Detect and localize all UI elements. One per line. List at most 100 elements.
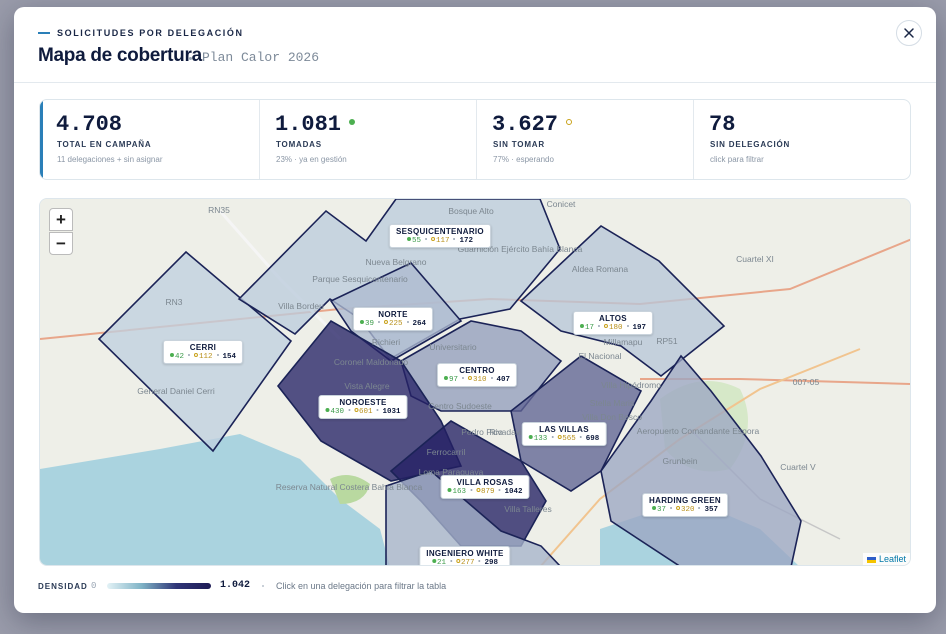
separator <box>377 321 380 324</box>
place-label: Parque Sesquicentenario <box>312 274 408 284</box>
separator <box>347 409 350 412</box>
delegation-area[interactable] <box>519 225 726 378</box>
stats-row: 4.708 TOTAL EN CAMPAÑA 11 delegaciones + s… <box>39 99 911 180</box>
zoom-in[interactable]: + <box>49 208 73 231</box>
delegation-label[interactable]: NORTE 39 225 264 <box>352 307 434 331</box>
title: Mapa de cobertura <box>38 45 202 66</box>
stat-note: 77% · esperando <box>493 155 554 164</box>
total-count: 407 <box>496 376 511 384</box>
taken-icon <box>325 408 330 413</box>
delegation-name: ALTOS <box>599 314 627 323</box>
stat-value-text: 3.627 <box>492 112 559 137</box>
delegation-label[interactable]: CERRI 42 112 154 <box>162 340 244 364</box>
stat-value: 4.708 <box>56 112 122 137</box>
place-label: Universitario <box>429 342 477 352</box>
place-label: RP51 <box>656 336 678 346</box>
total-count: 154 <box>222 353 237 361</box>
place-label: RN3 <box>165 297 183 307</box>
pending-count: 320 <box>680 506 695 514</box>
place-label: Ferrocarril <box>426 447 466 457</box>
taken-count: 55 <box>411 237 421 245</box>
total-count: 698 <box>585 435 600 443</box>
stat-note: click para filtrar <box>710 155 764 164</box>
taken-icon <box>431 559 436 564</box>
status-dot <box>566 119 573 126</box>
delegation-counts: 39 225 264 <box>359 320 427 328</box>
taken-icon <box>528 435 533 440</box>
taken-count: 17 <box>584 324 594 332</box>
delegation-area[interactable] <box>385 470 561 566</box>
delegation-name: CENTRO <box>459 366 495 375</box>
stat-value-text: 4.708 <box>56 112 123 137</box>
taken-icon <box>579 324 584 329</box>
stat-note: 23% · ya en gestión <box>276 155 347 164</box>
separator <box>461 377 464 380</box>
taken-icon <box>359 320 364 325</box>
total-count: 264 <box>412 320 427 328</box>
accent-bar <box>38 32 50 34</box>
overline: SOLICITUDES POR DELEGACIÓN <box>57 28 244 38</box>
separator <box>189 57 192 60</box>
separator <box>698 507 701 510</box>
delegation-label[interactable]: LAS VILLAS 133 565 698 <box>521 422 607 446</box>
legend-gradient <box>107 583 211 589</box>
stat-card: 3.627 SIN TOMAR 77% · esperando <box>477 100 694 179</box>
delegation-label[interactable]: ALTOS 17 180 197 <box>572 311 654 335</box>
stat-card[interactable]: 78 SIN DELEGACIÓN click para filtrar <box>694 100 910 179</box>
stat-note: 11 delegaciones + sin asignar <box>57 155 163 164</box>
map[interactable]: + − Leaflet RN35 RN3 RP51 007-05 Cuartel XI C… <box>39 198 911 566</box>
taken-count: 133 <box>533 435 548 443</box>
separator <box>597 325 600 328</box>
delegation-label[interactable]: NOROESTE 430 601 1031 <box>318 395 408 419</box>
place-label: Millamapu <box>603 337 643 347</box>
delegation-counts: 97 310 407 <box>443 376 511 384</box>
pending-icon <box>383 320 388 325</box>
legend-min: 0 <box>91 581 97 591</box>
place-label: Nueva Belgrano <box>365 257 427 267</box>
stat-value: 3.627 <box>492 112 573 137</box>
taken-count: 42 <box>174 353 184 361</box>
pending-count: 225 <box>388 320 403 328</box>
delegation-label[interactable]: HARDING GREEN 37 320 357 <box>642 493 728 517</box>
place-label: Vista Alegre <box>344 381 390 391</box>
delegation-label[interactable]: SESQUICENTENARIO 55 117 172 <box>389 224 491 248</box>
taken-icon <box>406 237 411 242</box>
separator <box>490 377 493 380</box>
place-label: Centro Sudoeste <box>428 401 492 411</box>
taken-icon <box>651 506 656 511</box>
delegation-name: NORTE <box>378 310 408 319</box>
stat-label: TOMADAS <box>276 140 322 149</box>
stat-value: 1.081 <box>275 112 356 137</box>
attribution[interactable]: Leaflet <box>862 553 910 565</box>
separator <box>187 354 190 357</box>
delegation-counts: 163 879 1042 <box>447 488 523 496</box>
pending-count: 112 <box>198 353 213 361</box>
place-label: Coronel Maldonado <box>333 357 409 367</box>
place-label: Pedro Pico <box>461 427 503 437</box>
place-label: El Nacional <box>578 351 622 361</box>
separator <box>262 585 264 587</box>
delegation-counts: 37 320 357 <box>649 506 721 514</box>
delegation-label[interactable]: VILLA ROSAS 163 879 1042 <box>440 475 530 499</box>
separator <box>626 325 629 328</box>
attribution-text: Leaflet <box>878 554 906 564</box>
place-label: Richieri <box>371 337 401 347</box>
place-label: General Daniel Cerri <box>137 386 215 396</box>
subtitle: Plan Calor 2026 <box>202 50 320 65</box>
place-label: Aldea Romana <box>571 264 629 274</box>
legend-label: DENSIDAD <box>38 582 88 591</box>
delegation-label[interactable]: INGENIERO WHITE 21 277 298 <box>419 546 511 566</box>
separator <box>498 489 501 492</box>
divider <box>14 82 936 83</box>
close-button[interactable] <box>896 20 922 46</box>
taken-count: 163 <box>452 488 466 496</box>
taken-icon <box>169 353 174 358</box>
place-label: Villa Don Bosco <box>582 412 642 422</box>
delegation-label[interactable]: CENTRO 97 310 407 <box>436 363 518 387</box>
place-label: Loma Paraguaya <box>418 467 484 477</box>
taken-icon <box>443 376 448 381</box>
flag-icon <box>866 557 876 563</box>
zoom-out[interactable]: − <box>49 232 73 255</box>
pending-count: 277 <box>460 559 475 566</box>
pending-icon <box>193 353 198 358</box>
